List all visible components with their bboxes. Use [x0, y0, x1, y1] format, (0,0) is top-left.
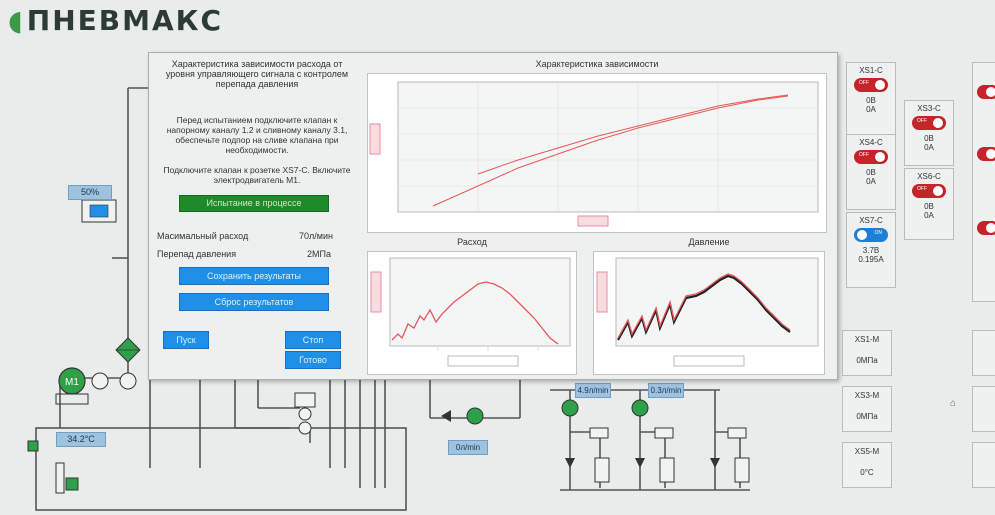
socket-xs3-c: XS3-C OFF 0В 0А [904, 100, 954, 166]
socket-current: 0.195А [858, 255, 884, 264]
main-chart-plot [369, 81, 819, 227]
flow-chart [367, 251, 577, 375]
pressure-chart [593, 251, 825, 375]
power-toggle[interactable] [977, 221, 995, 235]
socket-xs4-c: XS4-C OFF 0В 0А [846, 134, 896, 210]
toggle-state-text: OFF [917, 186, 927, 192]
socket-value: 0МПа [856, 412, 878, 421]
socket-name: XS5-M [854, 447, 880, 456]
socket-column-cropped [972, 62, 995, 302]
socket-xs5-m: XS5-M 0°C [842, 442, 892, 488]
pressure-chart-plot [596, 257, 819, 367]
socket-current: 0А [866, 177, 876, 186]
socket-voltage: 0В [924, 202, 934, 211]
power-toggle[interactable]: ON [854, 228, 888, 242]
temperature-sensor-icon [27, 440, 79, 494]
socket-name: XS1-C [859, 66, 883, 75]
socket-xs1-c: XS1-C OFF 0В 0А [846, 62, 896, 146]
flow-meter-icons [466, 399, 649, 425]
flow-meter-1-indicator: 4.9л/min [575, 383, 611, 398]
power-toggle[interactable]: OFF [912, 116, 946, 130]
dialog-title: Характеристика зависимости расхода от ур… [165, 59, 349, 89]
socket-current: 0А [866, 105, 876, 114]
flow-meter-3-indicator: 0л/min [448, 440, 488, 455]
socket-m-cropped-1 [972, 330, 995, 376]
temperature-indicator: 34.2°C [56, 432, 106, 447]
flow-chart-title: Расход [457, 237, 487, 247]
pressure-drop-value: 2МПа [307, 249, 331, 259]
flow-meter-2-indicator: 0.3л/min [648, 383, 684, 398]
socket-value: 0МПа [856, 356, 878, 365]
power-toggle[interactable]: OFF [854, 78, 888, 92]
save-results-button[interactable]: Сохранить результаты [179, 267, 329, 285]
check-valve-icons [441, 410, 720, 468]
toggle-state-text: OFF [859, 152, 869, 158]
socket-name: XS7-C [859, 216, 883, 225]
socket-name: XS3-M [854, 391, 880, 400]
socket-current: 0А [924, 211, 934, 220]
valve-level-indicator: 50% [68, 185, 112, 200]
max-flow-value: 70л/мин [299, 231, 333, 241]
socket-xs6-c: XS6-C OFF 0В 0А [904, 168, 954, 240]
socket-xs1-m: XS1-M 0МПа [842, 330, 892, 376]
mouse-cursor-icon: ⌂ [950, 398, 957, 409]
logo-mark-icon: ◖ [8, 4, 25, 37]
socket-name: XS1-M [854, 335, 880, 344]
socket-voltage: 3.7В [862, 246, 880, 255]
socket-xs7-c: XS7-C ON 3.7В 0.195А [846, 212, 896, 288]
instruction-text-1: Перед испытанием подключите клапан к нап… [166, 115, 348, 155]
socket-name: XS4-C [859, 138, 883, 147]
valve-symbols [294, 392, 750, 483]
max-flow-label: Масимальный расход [157, 231, 249, 241]
pressure-drop-label: Перепад давления [157, 249, 237, 259]
logo: ◖ПНЕВМАКС [8, 4, 223, 37]
socket-xs3-m: XS3-M 0МПа [842, 386, 892, 432]
socket-name: XS3-C [917, 104, 941, 113]
socket-current: 0А [924, 143, 934, 152]
toggle-state-text: OFF [917, 118, 927, 124]
socket-voltage: 0В [866, 96, 876, 105]
flow-chart-plot [370, 257, 571, 367]
pneumatic-schematic: M1 [27, 87, 750, 511]
test-dialog: Характеристика зависимости расхода от ур… [148, 52, 838, 380]
power-toggle[interactable]: OFF [854, 150, 888, 164]
start-button[interactable]: Пуск [163, 331, 209, 349]
filter-icon [115, 337, 141, 363]
power-toggle[interactable]: OFF [912, 184, 946, 198]
motor-icon: M1 [55, 367, 137, 405]
svg-text:M1: M1 [65, 377, 79, 388]
socket-voltage: 0В [866, 168, 876, 177]
power-toggle[interactable] [977, 147, 995, 161]
proportional-valve-icon [81, 199, 117, 223]
test-status-bar: Испытание в процессе [179, 195, 329, 212]
main-chart-title: Характеристика зависимости [535, 59, 659, 69]
instruction-text-2: Подключите клапан к розетке XS7-C. Включ… [163, 165, 351, 185]
ready-button[interactable]: Готово [285, 351, 341, 369]
socket-name: XS6-C [917, 172, 941, 181]
stop-button[interactable]: Стоп [285, 331, 341, 349]
logo-text: ПНЕВМАКС [26, 4, 224, 37]
toggle-state-text: ON [874, 230, 883, 236]
socket-m-cropped-2 [972, 386, 995, 432]
toggle-state-text: OFF [859, 80, 869, 86]
socket-value: 0°C [860, 468, 874, 477]
power-toggle[interactable] [977, 85, 995, 99]
socket-m-cropped-3 [972, 442, 995, 488]
main-chart [367, 73, 827, 233]
pressure-chart-title: Давление [688, 237, 730, 247]
socket-voltage: 0В [924, 134, 934, 143]
reset-results-button[interactable]: Сброс результатов [179, 293, 329, 311]
